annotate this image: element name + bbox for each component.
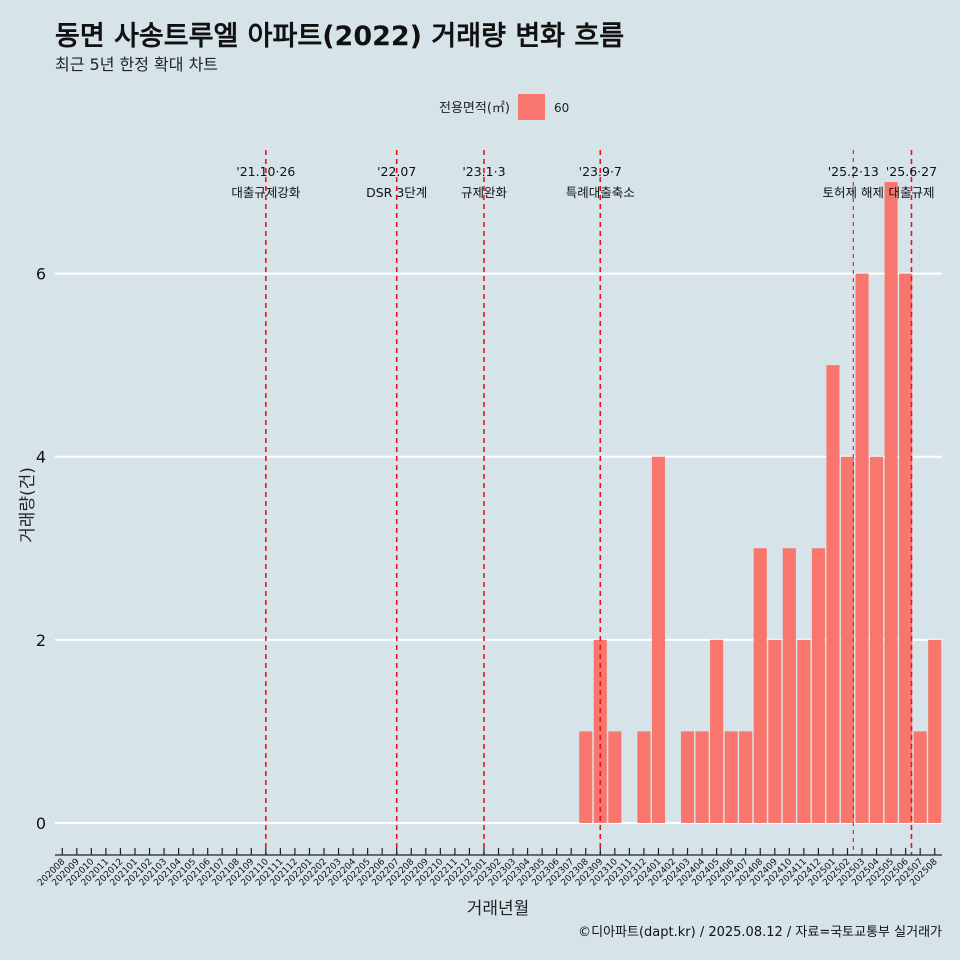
bar xyxy=(724,731,738,823)
bar xyxy=(797,639,811,823)
bar xyxy=(811,548,825,823)
bar xyxy=(579,731,593,823)
event-date-label: '23.9·7 xyxy=(579,164,622,179)
event-label: 대출규제강화 xyxy=(231,185,301,200)
bar xyxy=(899,273,913,823)
y-axis-label: 거래량(건) xyxy=(18,467,38,543)
bar xyxy=(884,182,898,823)
bar xyxy=(680,731,695,823)
caption: ©디아파트(dapt.kr) / 2025.08.12 / 자료=국토교통부 실… xyxy=(578,925,942,940)
y-axis: 0 2 4 6 xyxy=(36,265,46,833)
y-tick-label: 4 xyxy=(36,448,46,467)
bar xyxy=(768,639,782,823)
y-tick-label: 2 xyxy=(36,631,46,650)
bar xyxy=(826,365,840,823)
bar xyxy=(651,456,665,823)
x-axis-label: 거래년월 xyxy=(467,899,530,919)
event-label: 대출규제 xyxy=(888,185,934,200)
bar xyxy=(608,731,622,823)
event-date-label: '22.07 xyxy=(377,164,416,179)
bar xyxy=(593,639,607,823)
legend-title: 전용면적(㎡) xyxy=(439,101,510,116)
legend-swatch xyxy=(518,94,545,120)
bar xyxy=(913,731,927,823)
event-date-label: '25.6·27 xyxy=(886,164,937,179)
bar xyxy=(855,273,869,823)
x-axis: 2020082020092020102020112020122021012021… xyxy=(36,848,942,888)
event-markers: '21.10·26 대출규제강화 '22.07 DSR 3단계 '23.1·3 규제완화 '… xyxy=(231,150,937,855)
event-label: 특례대출축소 xyxy=(566,185,635,200)
bar xyxy=(870,456,884,823)
bar xyxy=(710,639,724,823)
event-label: 규제완화 xyxy=(461,185,508,200)
event-label: DSR 3단계 xyxy=(366,185,427,200)
bar xyxy=(739,731,753,823)
bar xyxy=(782,548,796,823)
bar xyxy=(753,548,767,823)
bar xyxy=(637,731,651,823)
event-date-label: '23.1·3 xyxy=(462,164,505,179)
event-label: 토허제 해제 xyxy=(823,185,884,200)
bar xyxy=(840,456,855,823)
y-tick-label: 6 xyxy=(36,265,46,284)
legend: 전용면적(㎡) 60 xyxy=(439,94,569,120)
bars xyxy=(579,182,942,823)
bar xyxy=(928,639,942,823)
event-date-label: '21.10·26 xyxy=(236,164,295,179)
bar xyxy=(695,731,709,823)
chart-title: 동면 사송트루엘 아파트(2022) 거래량 변화 흐름 xyxy=(55,21,624,52)
y-tick-label: 0 xyxy=(36,814,46,833)
chart-subtitle: 최근 5년 한정 확대 차트 xyxy=(55,55,218,74)
legend-label: 60 xyxy=(554,101,569,115)
event-date-label: '25.2·13 xyxy=(828,164,879,179)
